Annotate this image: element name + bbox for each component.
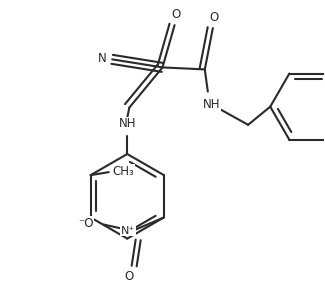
Text: CH₃: CH₃ bbox=[113, 165, 135, 178]
Text: O: O bbox=[171, 8, 180, 21]
Text: O: O bbox=[124, 270, 133, 283]
Text: N: N bbox=[98, 52, 107, 65]
Text: O: O bbox=[209, 10, 218, 24]
Text: NH: NH bbox=[119, 117, 136, 130]
Text: NH: NH bbox=[203, 98, 221, 111]
Text: N⁺: N⁺ bbox=[121, 226, 135, 235]
Text: ⁻O: ⁻O bbox=[78, 217, 93, 230]
